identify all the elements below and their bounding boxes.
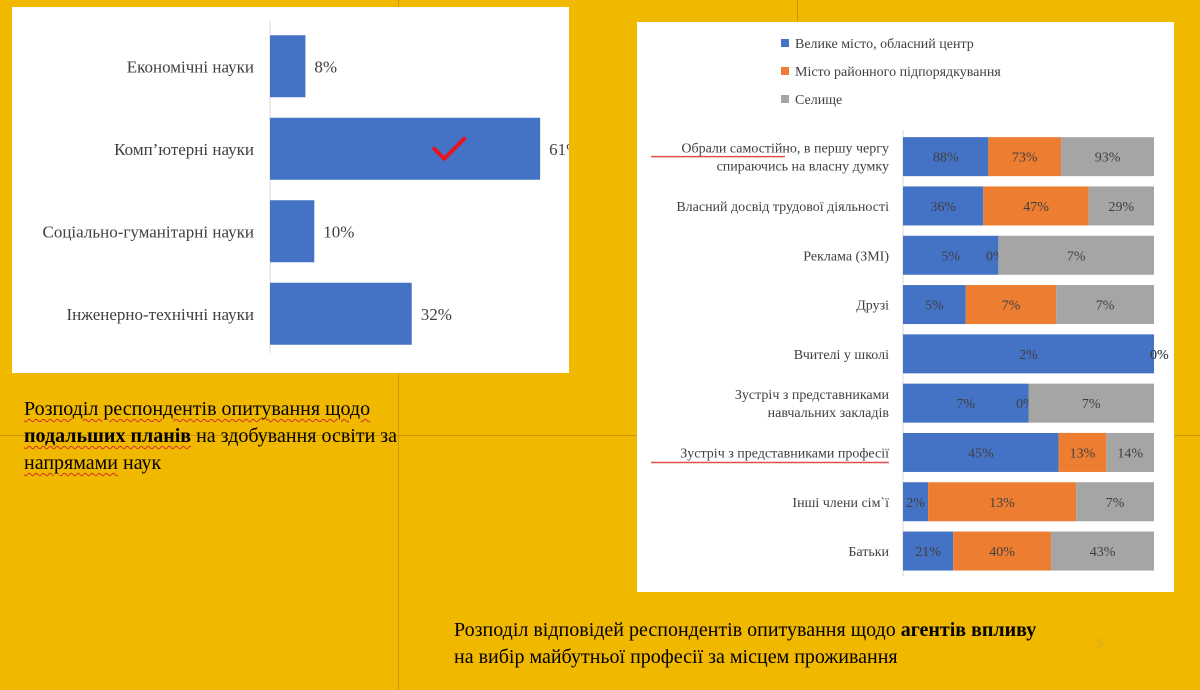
data-label: 2% (1019, 348, 1038, 363)
data-label: 73% (1012, 151, 1038, 166)
bar-segment (1088, 186, 1154, 226)
data-label: 0% (1150, 348, 1169, 363)
caption-right-line1: Розподіл відповідей респондентів опитува… (454, 619, 901, 641)
caption-left-squiggle: напрямами (24, 452, 118, 474)
data-label: 2% (906, 496, 925, 511)
category-label: Батьки (848, 545, 889, 560)
bar-segment (903, 285, 966, 325)
legend-label: Місто районного підпорядкування (795, 65, 1001, 80)
bar-segment (1056, 285, 1154, 325)
bar-segment (903, 235, 999, 275)
bar (270, 200, 315, 263)
bar-segment (903, 432, 1059, 472)
bar-segment (1061, 137, 1154, 177)
category-label: Друзі (856, 299, 889, 314)
data-label: 7% (1106, 496, 1125, 511)
bar-segment (965, 285, 1057, 325)
caption-left-bold: подальших планів (24, 425, 192, 447)
category-label: навчальних закладів (768, 406, 890, 421)
data-label: 13% (989, 496, 1015, 511)
legend-swatch (781, 39, 789, 47)
bar-segment (1051, 531, 1154, 571)
slide-guide-vertical-2 (797, 0, 798, 22)
category-label: Соціально-гуманітарні науки (43, 222, 255, 241)
chart-influence-agents: Велике місто, обласний центр Місто районн… (651, 37, 1169, 576)
caption-left-end: наук (117, 452, 162, 474)
data-label: 43% (1090, 545, 1116, 560)
category-label: Економічні науки (127, 57, 254, 76)
data-label: 5% (941, 249, 960, 264)
legend-swatch (781, 67, 789, 75)
bar-segment (1106, 432, 1154, 472)
legend-label: Селище (795, 93, 842, 108)
data-label: 7% (1002, 299, 1021, 314)
data-label: 93% (1095, 151, 1121, 166)
bar-segment (903, 482, 929, 522)
chart-panel-study-plans: Економічні науки 8% Комп’ютерні науки 61% Со… (12, 7, 580, 373)
data-label: 7% (956, 397, 975, 412)
data-label: 29% (1109, 200, 1135, 215)
bar-segment (928, 482, 1077, 522)
data-label: 13% (1070, 446, 1096, 461)
category-label: Комп’ютерні науки (114, 140, 254, 159)
bar-segment (903, 383, 1029, 423)
legend-swatch (781, 95, 789, 103)
caption-left-after-bold: на здобування освіти за (191, 425, 398, 447)
category-label: Реклама (ЗМІ) (803, 249, 889, 264)
category-label: спираючись на власну думку (717, 160, 889, 175)
bar-segment (903, 531, 954, 571)
data-label: 45% (968, 446, 994, 461)
caption-right-line2: на вибір майбутньої професії за місцем п… (454, 646, 898, 668)
checkmark-icon (432, 136, 467, 161)
data-label: 88% (933, 151, 959, 166)
bar-segment (903, 137, 989, 177)
data-label: 32% (421, 305, 452, 324)
bar-segment (983, 186, 1089, 226)
category-label: Інші члени сім`ї (792, 496, 889, 511)
chart-panel-influence-agents: Велике місто, обласний центр Місто районн… (637, 22, 1174, 592)
data-label: 10% (323, 222, 354, 241)
caption-right-bold: агентів впливу (900, 619, 1037, 641)
data-label: 21% (915, 545, 941, 560)
data-label: 61% (549, 140, 569, 159)
category-label: Власний досвід трудової діяльності (676, 200, 889, 215)
data-label: 47% (1023, 200, 1049, 215)
data-label: 7% (1082, 397, 1101, 412)
bar-segment (953, 531, 1052, 571)
category-label: Обрали самостійно, в першу чергу (681, 142, 889, 157)
bar-segment (1076, 482, 1154, 522)
bar-segment (903, 186, 984, 226)
data-label: 14% (1117, 446, 1143, 461)
page-number: 5 (1097, 636, 1103, 650)
caption-left-line1: Розподіл респондентів опитування щодо (24, 398, 371, 420)
caption-study-plans: Розподіл респондентів опитування щодо по… (24, 396, 504, 477)
data-label: 0% (1150, 348, 1169, 363)
data-label: 8% (314, 57, 337, 76)
bar-segment (998, 235, 1154, 275)
caption-influence-agents: Розподіл відповідей респондентів опитува… (454, 617, 1194, 671)
chart-study-plans: Економічні науки 8% Комп’ютерні науки 61% Со… (43, 21, 580, 353)
data-label: 7% (1096, 299, 1115, 314)
bar (270, 35, 306, 98)
data-label: 7% (1067, 249, 1086, 264)
data-label: 36% (930, 200, 956, 215)
data-label: 5% (925, 299, 944, 314)
bar-segment (988, 137, 1062, 177)
category-label: Вчителі у школі (794, 348, 889, 363)
category-label: Зустріч з представниками (735, 388, 890, 403)
bar-segment (1028, 383, 1154, 423)
legend-label: Велике місто, обласний центр (795, 37, 974, 52)
slide-guide-horizontal (0, 435, 1200, 436)
data-label: 40% (989, 545, 1015, 560)
category-label: Зустріч з представниками професії (680, 446, 889, 461)
bar (270, 282, 412, 345)
category-label: Інженерно-технічні науки (66, 305, 254, 324)
bar-segment (903, 334, 1154, 374)
bar-segment (1058, 432, 1107, 472)
bar (270, 117, 541, 180)
